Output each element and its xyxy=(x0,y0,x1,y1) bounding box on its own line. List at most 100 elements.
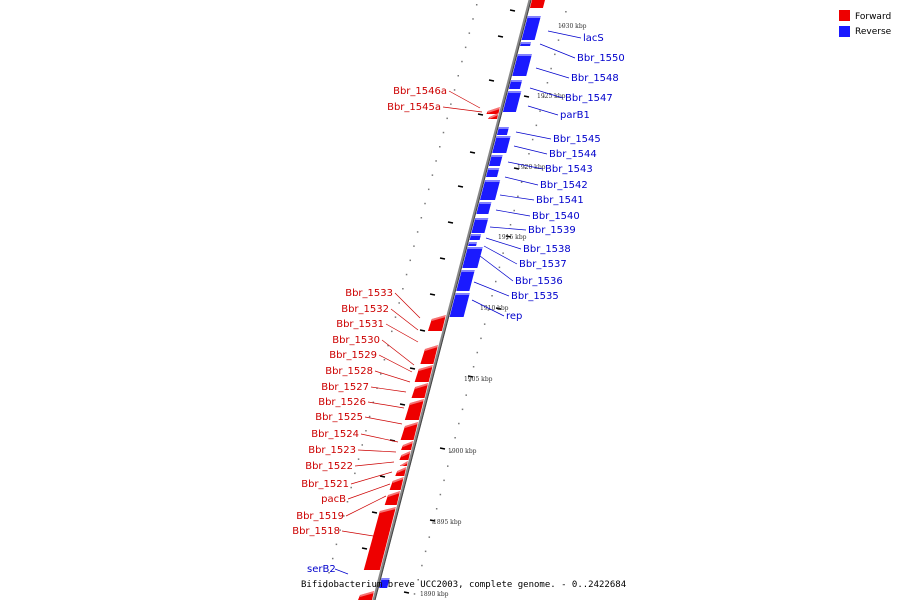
label-leader xyxy=(504,176,539,186)
gene-label-Bbr_1530: Bbr_1530 xyxy=(332,335,380,346)
gene-label-Bbr_1521: Bbr_1521 xyxy=(301,479,349,490)
tick-mark xyxy=(469,151,476,154)
gene-label-Bbr_1531: Bbr_1531 xyxy=(336,319,384,330)
tick-mark xyxy=(379,475,386,478)
tick-dot xyxy=(421,564,423,567)
gene-label-Bbr_1523: Bbr_1523 xyxy=(308,445,356,456)
gene-label-Bbr_1525: Bbr_1525 xyxy=(315,412,363,423)
label-leader xyxy=(483,245,518,265)
gene-label-Bbr_1527: Bbr_1527 xyxy=(321,382,369,393)
gene-label-lacS: lacS xyxy=(583,33,604,44)
gene-block-highlight xyxy=(379,507,396,513)
tick-dot xyxy=(461,408,464,411)
tick-dot xyxy=(531,138,534,141)
gene-label-Bbr_1541: Bbr_1541 xyxy=(536,195,584,206)
tick-mark xyxy=(477,113,484,116)
tick-label: 1925 kbp xyxy=(537,93,566,100)
gene-block xyxy=(480,180,501,200)
gene-label-Bbr_1524: Bbr_1524 xyxy=(311,429,359,440)
tick-mark xyxy=(361,547,368,550)
tick-dot xyxy=(557,39,560,41)
tick-dot xyxy=(372,401,375,404)
label-leader xyxy=(364,416,403,425)
gene-block-highlight xyxy=(498,127,509,129)
tick-dot xyxy=(424,202,426,205)
tick-dot xyxy=(431,174,434,176)
label-leader xyxy=(479,255,514,282)
tick-label: 1895 kbp xyxy=(433,519,462,526)
tick-label: 1930 kbp xyxy=(558,23,587,30)
gene-block xyxy=(456,270,475,291)
tick-dot xyxy=(368,415,371,418)
gene-label-rep: rep xyxy=(506,311,522,322)
gene-label-Bbr_1535: Bbr_1535 xyxy=(511,291,559,302)
tick-dot xyxy=(435,508,438,510)
tick-dot xyxy=(476,351,479,354)
gene-block xyxy=(462,247,483,268)
tick-dot xyxy=(546,82,549,84)
tick-dot xyxy=(365,430,367,432)
tick-mark xyxy=(509,9,516,12)
tick-dot xyxy=(472,366,475,368)
gene-block xyxy=(404,399,424,420)
tick-dot xyxy=(420,217,423,219)
gene-block xyxy=(502,91,522,112)
tick-dot xyxy=(439,493,442,496)
tick-dot xyxy=(464,46,467,49)
gene-block-highlight xyxy=(489,113,499,119)
tick-dot xyxy=(502,252,504,254)
gene-block-highlight xyxy=(360,591,375,597)
genome-caption: Bifidobacterium breve UCC2003, complete … xyxy=(301,580,626,590)
label-leader xyxy=(378,354,413,373)
gene-block xyxy=(395,467,407,476)
gene-label-Bbr_1526: Bbr_1526 xyxy=(318,397,366,408)
label-leader xyxy=(345,495,387,517)
gene-block xyxy=(414,365,433,382)
label-leader xyxy=(547,30,582,39)
gene-block xyxy=(508,80,523,89)
label-leader xyxy=(515,131,552,140)
gene-block-highlight xyxy=(431,315,446,321)
gene-block-highlight xyxy=(381,578,390,580)
tick-dot xyxy=(472,18,474,20)
gene-block-highlight xyxy=(401,451,411,457)
legend-reverse-label: Reverse xyxy=(855,27,892,37)
label-leader xyxy=(535,67,570,79)
tick-mark xyxy=(419,329,426,332)
tick-dot xyxy=(506,238,508,240)
gene-block xyxy=(520,42,532,46)
tick-dot xyxy=(520,181,523,183)
label-leader xyxy=(347,483,391,500)
gene-label-Bbr_1544: Bbr_1544 xyxy=(549,149,597,160)
tick-dot xyxy=(383,359,386,361)
gene-block xyxy=(468,242,478,246)
tick-mark xyxy=(467,375,474,378)
tick-dot xyxy=(432,522,434,524)
gene-label-Bbr_1546a: Bbr_1546a xyxy=(393,86,447,97)
genome-backbone xyxy=(372,0,532,600)
gene-label-Bbr_1540: Bbr_1540 xyxy=(532,211,580,222)
label-leader xyxy=(527,105,559,116)
gene-block xyxy=(469,234,482,240)
gene-block xyxy=(411,383,429,398)
label-leader xyxy=(370,386,407,393)
gene-block-highlight xyxy=(405,422,419,428)
gene-block xyxy=(512,54,532,76)
gene-block xyxy=(399,451,411,460)
tick-dot xyxy=(468,32,471,34)
legend: Forward Reverse xyxy=(839,10,892,37)
tick-dot xyxy=(469,380,471,382)
gene-block xyxy=(449,293,470,317)
tick-mark xyxy=(447,221,454,224)
tick-dot xyxy=(409,259,412,262)
tick-dot xyxy=(443,479,445,482)
gene-block-highlight xyxy=(496,136,511,138)
tick-mark xyxy=(488,79,495,82)
tick-dot xyxy=(435,160,437,162)
tick-dot xyxy=(554,53,556,56)
tick-dot xyxy=(439,146,441,148)
tick-dots xyxy=(324,4,567,595)
gene-label-Bbr_1545: Bbr_1545 xyxy=(553,134,601,145)
tick-dot xyxy=(394,316,397,318)
